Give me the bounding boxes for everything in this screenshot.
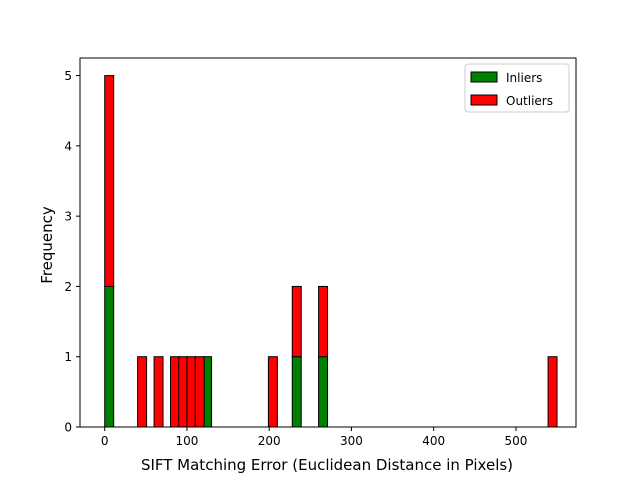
bar-outliers-3 bbox=[170, 356, 180, 428]
x-axis-ticks: 0 100 200 300 400 500 bbox=[101, 427, 528, 448]
legend-label-inliers: Inliers bbox=[506, 71, 542, 85]
x-tick-label-5: 500 bbox=[505, 434, 528, 448]
x-tick-label-4: 400 bbox=[422, 434, 445, 448]
bar-inliers-0 bbox=[104, 285, 115, 428]
bars-group bbox=[104, 75, 558, 428]
bar-outliers-4 bbox=[178, 356, 189, 428]
plot-frame bbox=[79, 57, 577, 428]
x-tick-label-1: 100 bbox=[175, 434, 198, 448]
bar-inliers-3 bbox=[318, 356, 329, 428]
y-tick-label-1: 1 bbox=[64, 350, 72, 364]
x-tick-label-2: 200 bbox=[258, 434, 281, 448]
x-tick-label-3: 300 bbox=[340, 434, 363, 448]
legend-swatch-inliers bbox=[470, 71, 498, 83]
y-axis-label: Frequency bbox=[38, 206, 56, 284]
y-tick-label-3: 3 bbox=[64, 210, 72, 224]
legend-swatch-outliers bbox=[470, 94, 498, 106]
y-tick-label-0: 0 bbox=[64, 421, 72, 435]
legend-label-outliers: Outliers bbox=[506, 94, 553, 108]
bar-outliers-5 bbox=[186, 356, 197, 428]
bar-outliers-8 bbox=[291, 285, 302, 358]
bar-outliers-2 bbox=[153, 356, 164, 428]
legend: Inliers Outliers bbox=[464, 63, 570, 113]
y-axis-ticks: 0 1 2 3 4 5 bbox=[64, 69, 80, 435]
bar-outliers-6 bbox=[194, 356, 205, 428]
y-tick-label-4: 4 bbox=[64, 139, 72, 153]
bar-outliers-7 bbox=[267, 356, 278, 428]
x-tick-label-0: 0 bbox=[101, 434, 109, 448]
y-tick-label-5: 5 bbox=[64, 69, 72, 83]
bar-inliers-2 bbox=[291, 356, 302, 428]
y-tick-label-2: 2 bbox=[64, 280, 72, 294]
x-axis-label: SIFT Matching Error (Euclidean Distance … bbox=[141, 456, 513, 474]
bar-outliers-9 bbox=[318, 285, 329, 358]
bar-outliers-0 bbox=[104, 75, 115, 287]
bar-outliers-10 bbox=[547, 356, 558, 428]
bar-outliers-1 bbox=[137, 356, 148, 428]
